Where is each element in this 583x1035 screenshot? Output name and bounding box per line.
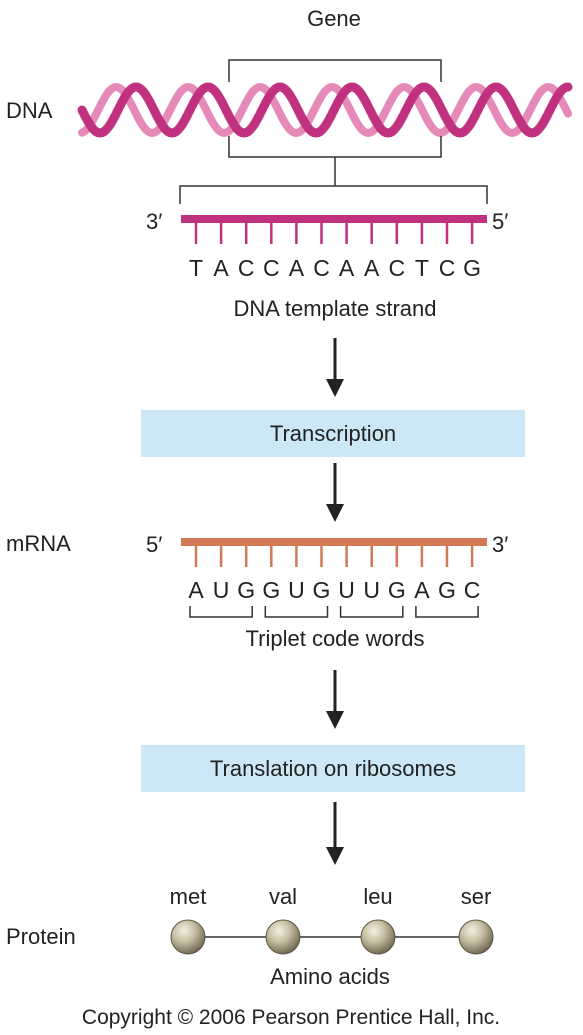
nucleotide-base: C bbox=[238, 255, 255, 281]
protein-label: Protein bbox=[6, 924, 76, 949]
mrna-left-end: 5′ bbox=[146, 532, 162, 557]
nucleotide-base: G bbox=[463, 255, 481, 281]
amino-acid-bead bbox=[458, 919, 494, 955]
mrna-strand-teeth bbox=[194, 545, 474, 567]
nucleotide-base: G bbox=[388, 577, 406, 603]
codon-bracket bbox=[189, 606, 253, 618]
mrna-right-end: 3′ bbox=[492, 532, 508, 557]
dna-label: DNA bbox=[6, 98, 53, 123]
amino-caption: Amino acids bbox=[270, 964, 390, 989]
nucleotide-base: C bbox=[313, 255, 330, 281]
template-right-end: 5′ bbox=[492, 209, 508, 234]
nucleotide-base: A bbox=[213, 255, 229, 281]
nucleotide-base: G bbox=[313, 577, 331, 603]
dna-strand-front bbox=[77, 82, 573, 138]
amino-acid-label: met bbox=[170, 884, 207, 909]
gene-bracket-bottom bbox=[228, 136, 442, 158]
nucleotide-base: T bbox=[415, 255, 429, 281]
codon-bracket bbox=[264, 606, 329, 618]
codon-bracket bbox=[339, 606, 404, 618]
transcription-label: Transcription bbox=[270, 421, 396, 446]
amino-acid-label: leu bbox=[363, 884, 392, 909]
copyright-text: Copyright © 2006 Pearson Prentice Hall, … bbox=[82, 1006, 500, 1029]
translation-label: Translation on ribosomes bbox=[210, 756, 456, 781]
template-bracket bbox=[179, 185, 488, 204]
nucleotide-base: G bbox=[237, 577, 255, 603]
nucleotide-base: A bbox=[414, 577, 430, 603]
nucleotide-base: U bbox=[213, 577, 230, 603]
nucleotide-base: T bbox=[189, 255, 203, 281]
amino-acid-label: val bbox=[269, 884, 297, 909]
nucleotide-base: U bbox=[288, 577, 305, 603]
nucleotide-base: U bbox=[338, 577, 355, 603]
template-caption: DNA template strand bbox=[234, 296, 437, 321]
transcription-box bbox=[141, 410, 525, 457]
nucleotide-base: C bbox=[439, 255, 456, 281]
nucleotide-base: A bbox=[188, 577, 204, 603]
translation-box bbox=[141, 745, 525, 792]
gene-label: Gene bbox=[307, 6, 361, 31]
template-strand-backbone bbox=[181, 215, 487, 223]
template-left-end: 3′ bbox=[146, 209, 162, 234]
amino-acid-bead bbox=[360, 919, 396, 955]
nucleotide-base: C bbox=[464, 577, 481, 603]
codon-brackets bbox=[189, 606, 479, 618]
nucleotide-base: C bbox=[263, 255, 280, 281]
nucleotide-base: A bbox=[339, 255, 355, 281]
mrna-strand-backbone bbox=[181, 538, 487, 546]
amino-acid-bead bbox=[170, 919, 206, 955]
mrna-label: mRNA bbox=[6, 531, 71, 556]
nucleotide-base: U bbox=[363, 577, 380, 603]
template-strand-teeth bbox=[194, 222, 474, 244]
nucleotide-base: G bbox=[262, 577, 280, 603]
nucleotide-base: C bbox=[388, 255, 405, 281]
nucleotide-base: A bbox=[364, 255, 380, 281]
nucleotide-base: G bbox=[438, 577, 456, 603]
gene-bracket-top bbox=[228, 59, 442, 82]
amino-acid-label: ser bbox=[461, 884, 492, 909]
nucleotide-base: A bbox=[289, 255, 305, 281]
amino-acid-bead bbox=[265, 919, 301, 955]
dna-double-helix bbox=[77, 82, 573, 138]
amino-acid-chain: met val leu ser bbox=[170, 884, 494, 955]
codon-bracket bbox=[415, 606, 479, 618]
triplet-caption: Triplet code words bbox=[246, 626, 425, 651]
